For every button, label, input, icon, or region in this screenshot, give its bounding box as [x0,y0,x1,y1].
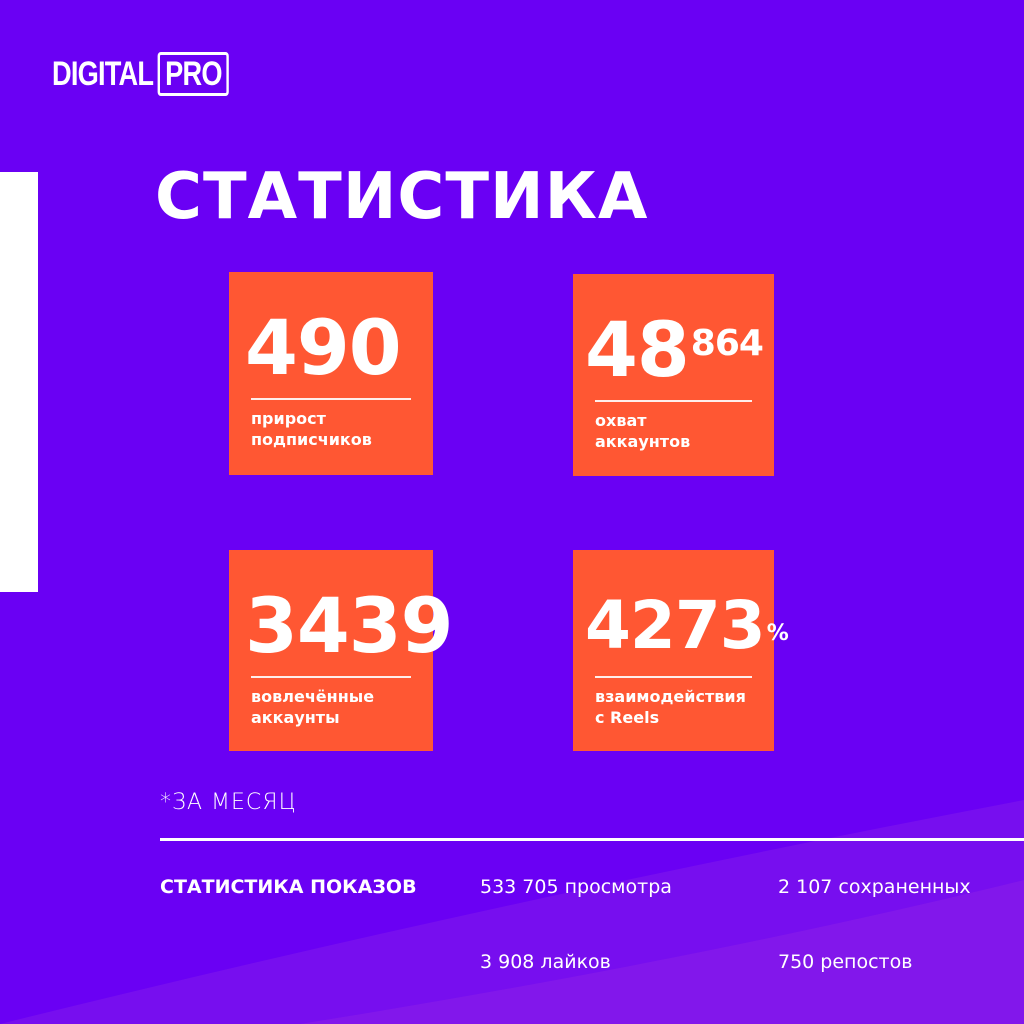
stat-label: вовлечённые [251,687,375,706]
reposts-stat: 750 репостов [778,951,913,973]
views-stat: 533 705 просмотра [480,876,672,898]
logo-boxed-text: PRO [157,52,229,96]
stat-label: с Reels [595,708,660,727]
stat-value: 48 [585,305,690,394]
stat-value: 3439 [245,581,454,670]
divider [251,398,411,400]
stat-label: охват [595,411,647,430]
saves-stat: 2 107 сохраненных [778,876,971,898]
footnote: *ЗА МЕСЯЦ [160,790,297,815]
stat-label: подписчиков [251,430,372,449]
stat-card-reels: 4273% взаимодействия с Reels [573,550,789,751]
logo-text: DIGITAL [52,54,154,93]
divider-line [160,838,1024,841]
stat-label: аккаунты [251,708,340,727]
stat-label: прирост [251,409,326,428]
page-title: СТАТИСТИКА [155,160,649,234]
divider [595,400,752,402]
logo: DIGITAL PRO [52,52,229,96]
decorative-bar [0,172,38,592]
stat-card-followers: 490 прирост подписчиков [229,272,433,475]
impressions-heading: СТАТИСТИКА ПОКАЗОВ [160,876,417,898]
divider [251,676,411,678]
stat-label: аккаунтов [595,432,691,451]
stat-card-engaged: 3439 вовлечённые аккаунты [229,550,454,751]
stat-value-sup: % [766,621,789,646]
stat-value: 4273 [585,587,766,664]
stat-value-sup: 864 [690,323,764,364]
stat-label: взаимодействия [595,687,746,706]
stat-value: 490 [245,303,402,392]
likes-stat: 3 908 лайков [480,951,611,973]
divider [595,676,752,678]
stat-card-reach: 48864 охват аккаунтов [573,274,774,476]
